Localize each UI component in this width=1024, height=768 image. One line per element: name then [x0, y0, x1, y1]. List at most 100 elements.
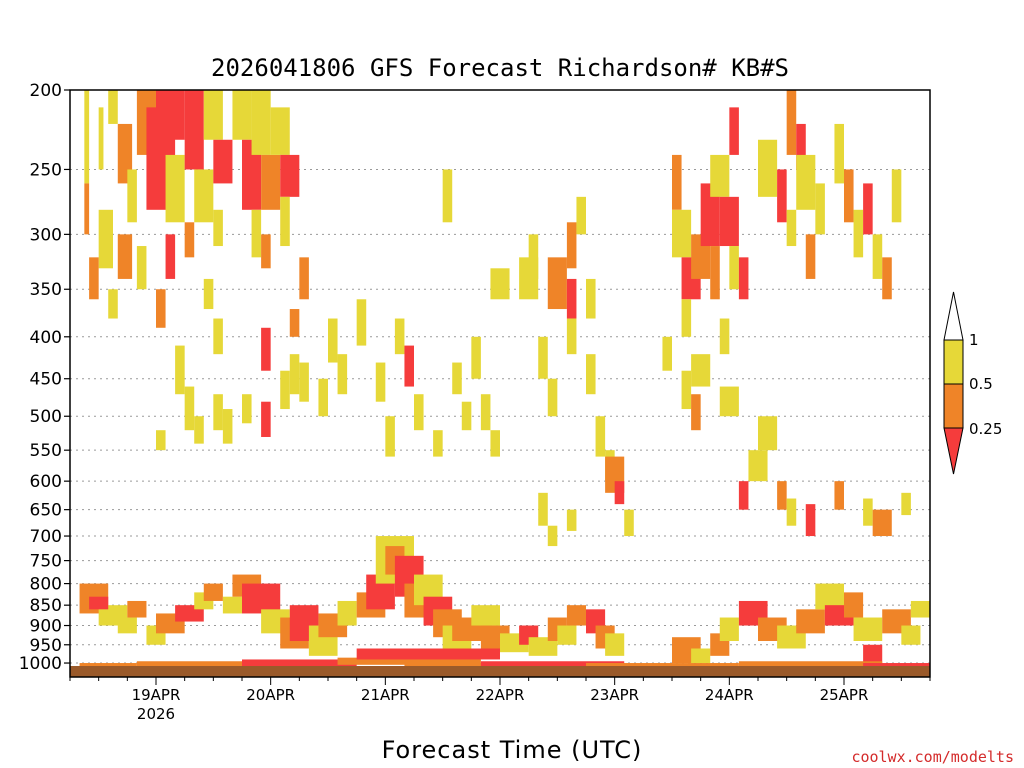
ri-cell-47 [299, 362, 309, 402]
xtick-label-22APR: 22APR [476, 686, 525, 704]
ri-cell-35 [289, 309, 300, 337]
ytick-label-950: 950 [30, 636, 62, 656]
ytick-label-450: 450 [30, 370, 62, 390]
ri-cell-33 [213, 318, 223, 355]
ri-cell-68 [566, 222, 577, 269]
ri-cell-13 [213, 139, 233, 184]
ytick-label-200: 200 [30, 81, 62, 101]
ri-cell-117 [738, 481, 749, 510]
ri-cell-161 [528, 637, 558, 656]
ri-cell-167 [605, 633, 625, 656]
ri-cell-49 [156, 430, 166, 451]
ri-cell-114 [872, 234, 883, 279]
ri-cell-79 [614, 481, 625, 505]
ri-cell-145 [337, 600, 357, 626]
ri-cell-28 [261, 234, 271, 269]
ri-cell-71 [538, 336, 548, 379]
ri-cell-124 [863, 498, 873, 526]
ytick-label-800: 800 [30, 575, 62, 595]
ri-cell-164 [566, 605, 586, 626]
ytick-label-900: 900 [30, 617, 62, 637]
ri-cell-80 [624, 509, 634, 537]
ri-cell-180 [863, 644, 883, 664]
legend-box-1 [943, 383, 964, 429]
ri-cell-52 [375, 362, 386, 402]
ri-cell-111 [844, 169, 854, 223]
ri-cell-95 [719, 318, 730, 355]
ri-cell-126 [901, 492, 911, 516]
ri-cell-67 [528, 234, 539, 279]
ri-cell-112 [853, 209, 864, 258]
ri-cell-105 [786, 209, 797, 247]
ytick-label-700: 700 [30, 527, 62, 547]
ri-cell-163 [557, 625, 577, 645]
ytick-label-400: 400 [30, 328, 62, 348]
ri-cell-84 [672, 154, 682, 210]
ri-cell-91 [710, 154, 730, 197]
ri-cell-10 [184, 90, 204, 170]
ri-cell-89 [700, 183, 720, 247]
ri-cell-131 [127, 600, 147, 618]
ri-cell-102 [758, 139, 778, 197]
ri-cell-12 [203, 90, 223, 140]
ri-cell-171 [719, 617, 739, 642]
ri-cell-90 [710, 246, 720, 300]
ri-cell-137 [222, 596, 242, 614]
ytick-label-650: 650 [30, 501, 62, 521]
ri-cell-1 [84, 183, 90, 235]
ri-cell-81 [538, 492, 548, 526]
ri-cell-44 [242, 394, 252, 424]
ri-cell-182 [901, 625, 921, 645]
ri-cell-4 [117, 123, 133, 184]
ri-cell-48 [318, 378, 328, 417]
richardson-cells [79, 90, 930, 669]
x-axis-title: Forecast Time (UTC) [382, 736, 643, 764]
ri-cell-27 [251, 209, 262, 258]
legend-label-0: 1 [969, 331, 979, 349]
ri-cell-192 [738, 661, 883, 667]
ri-cell-36 [299, 257, 309, 300]
ri-cell-20 [280, 196, 290, 247]
ri-cell-32 [203, 278, 214, 310]
y-axis-ticks: 200 250 300 350 400 450 500 550 600 650 700 750 8008… [19, 81, 70, 674]
ri-cell-99 [691, 394, 701, 431]
ri-cell-26 [213, 209, 223, 247]
ri-cell-0 [84, 90, 90, 184]
ri-cell-103 [777, 169, 787, 223]
ytick-label-850: 850 [30, 596, 62, 616]
ri-cell-56 [414, 394, 424, 431]
ri-cell-74 [586, 354, 596, 395]
ri-cell-106 [796, 123, 806, 170]
legend-arrow-top [943, 291, 964, 341]
ri-cell-121 [786, 498, 797, 526]
ytick-label-600: 600 [30, 472, 62, 492]
ri-cell-31 [156, 289, 166, 328]
ri-cell-75 [442, 169, 453, 223]
ri-cell-25 [184, 222, 195, 258]
ri-cell-41 [184, 386, 195, 431]
ri-cell-16 [251, 90, 271, 155]
ri-cell-58 [452, 362, 462, 395]
ri-cell-136 [203, 583, 223, 601]
ri-cell-76 [595, 416, 606, 457]
ri-cell-66 [566, 278, 577, 319]
ri-cell-129 [89, 596, 109, 610]
ri-cell-183 [910, 600, 930, 618]
ri-cell-62 [490, 430, 500, 457]
ri-cell-22 [117, 234, 133, 279]
legend-arrow-bottom [943, 427, 964, 475]
ri-cell-109 [815, 183, 825, 235]
ri-cell-184 [79, 663, 137, 669]
ri-cell-15 [242, 139, 262, 210]
ri-cell-123 [834, 481, 844, 510]
xtick-label-25APR: 25APR [820, 686, 869, 704]
ri-cell-169 [691, 648, 711, 664]
ri-cell-37 [328, 318, 338, 363]
ri-cell-186 [242, 659, 357, 667]
xtick-label-23APR: 23APR [590, 686, 639, 704]
ri-cell-157 [471, 605, 500, 626]
credit-text: coolwx.com/modelts [851, 748, 1014, 766]
ri-cell-60 [471, 336, 481, 379]
ri-cell-118 [748, 450, 768, 482]
